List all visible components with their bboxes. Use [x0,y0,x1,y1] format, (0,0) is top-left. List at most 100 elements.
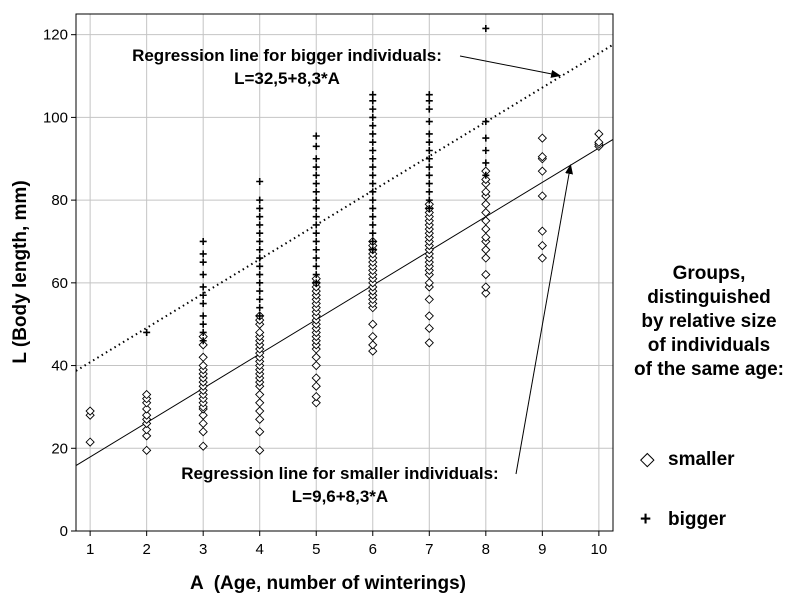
point-smaller [481,253,491,263]
point-bigger [256,178,264,186]
x-tick-label: 7 [425,541,433,558]
y-tick-label: 100 [43,109,68,126]
point-smaller [311,373,321,383]
point-smaller [424,311,434,321]
x-tick-label: 3 [199,541,207,558]
point-smaller [368,331,378,342]
regression-line-bigger [75,43,614,372]
point-smaller [142,425,152,435]
point-smaller [85,406,95,416]
point-smaller [198,441,208,451]
point-smaller [142,389,152,400]
point-smaller [594,129,604,139]
legend-item-smaller: ◇ smaller [640,448,735,471]
point-bigger [369,146,377,154]
point-bigger [425,105,433,113]
x-tick-label: 2 [142,541,150,558]
legend-title-line: Groups, [672,263,746,284]
point-bigger [369,204,377,212]
annotation-arrow-smaller [515,163,573,475]
y-tick-label: 20 [51,440,68,457]
point-smaller [481,245,491,255]
point-smaller [481,288,491,298]
point-bigger [312,254,320,262]
point-bigger [199,312,207,320]
point-bigger [199,271,207,279]
x-tick-label: 4 [256,541,264,558]
x-tick-label: 6 [369,541,377,558]
point-bigger [369,171,377,179]
point-bigger [369,213,377,221]
point-bigger [425,196,433,204]
point-bigger [256,271,264,279]
point-bigger [425,163,433,171]
annotation-bigger-line2: L=32,5+8,3*A [234,69,340,88]
point-bigger [369,138,377,146]
point-bigger [482,146,490,154]
point-bigger [256,229,264,237]
point-bigger [312,180,320,188]
diamond-icon: ◇ [640,449,655,470]
annotation-arrow-bigger [459,55,562,78]
point-smaller [255,389,265,400]
point-bigger [369,196,377,204]
point-bigger [256,204,264,212]
point-smaller [255,445,265,455]
point-bigger [312,271,320,279]
legend-item-bigger: + bigger [640,509,726,531]
point-bigger [312,246,320,254]
point-smaller [481,174,491,185]
point-bigger [256,262,264,270]
point-bigger [425,118,433,126]
x-tick-label: 9 [538,541,546,558]
x-axis-label: A (Age, number of winterings) [190,573,466,594]
point-smaller [255,427,265,437]
point-bigger [312,196,320,204]
point-bigger [199,283,207,291]
point-bigger [199,250,207,258]
point-smaller [481,282,491,292]
point-smaller [255,406,265,416]
point-bigger [256,213,264,221]
point-smaller [537,240,547,251]
legend-title-line: by relative size [641,311,777,332]
point-bigger [199,291,207,299]
point-smaller [142,410,152,420]
point-smaller [424,294,434,305]
point-bigger [425,146,433,154]
data-points [85,24,604,455]
point-smaller [198,352,208,362]
annotation-bigger-line1: Regression line for bigger individuals: [132,46,442,65]
point-bigger [312,221,320,229]
point-smaller [537,253,547,263]
point-bigger [369,130,377,138]
point-bigger [482,24,490,32]
point-smaller [311,391,321,402]
point-bigger [312,163,320,171]
point-smaller [537,133,547,143]
point-bigger [425,138,433,146]
point-bigger [369,105,377,113]
point-bigger [482,134,490,142]
point-bigger [425,188,433,196]
point-bigger [312,132,320,140]
point-bigger [425,91,433,99]
point-bigger [312,229,320,237]
point-bigger [425,204,433,212]
point-bigger [256,304,264,312]
point-smaller [255,398,265,408]
point-bigger [312,188,320,196]
point-bigger [482,159,490,167]
point-bigger [312,171,320,179]
annotation-smaller-line2: L=9,6+8,3*A [292,487,388,506]
point-bigger [312,213,320,221]
point-smaller [198,418,208,429]
point-smaller [255,327,265,338]
plot-frame [75,13,614,532]
point-bigger [312,155,320,163]
point-bigger [369,122,377,130]
y-tick-label: 40 [51,358,68,375]
point-bigger [312,279,320,287]
point-smaller [142,445,152,455]
point-smaller [368,346,378,356]
